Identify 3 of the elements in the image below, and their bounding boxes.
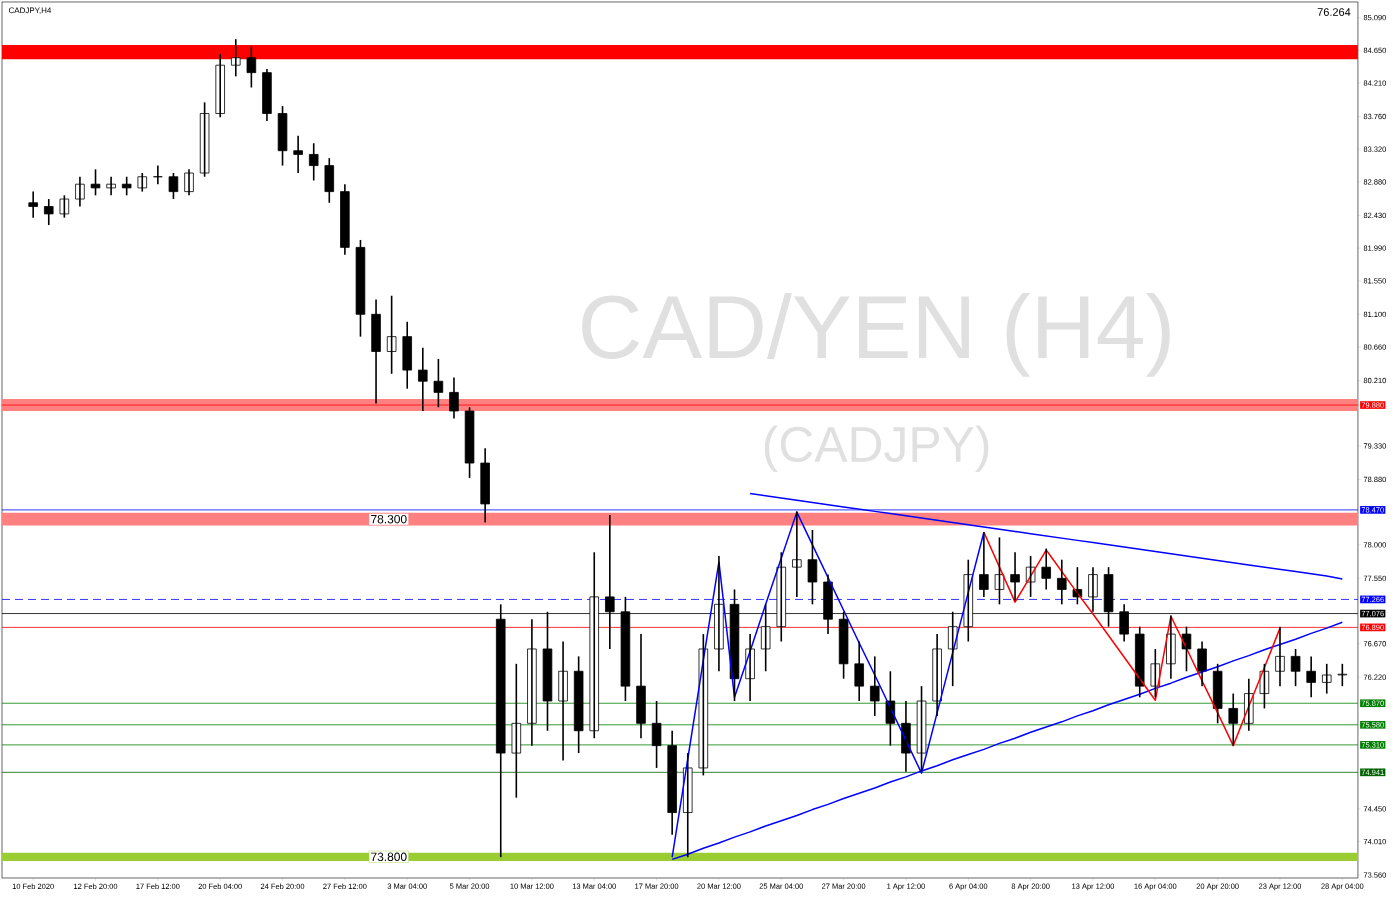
band-label: 78.300: [371, 514, 407, 524]
band-label: 73.800: [371, 852, 407, 862]
annotation: 76.264: [1317, 8, 1351, 16]
